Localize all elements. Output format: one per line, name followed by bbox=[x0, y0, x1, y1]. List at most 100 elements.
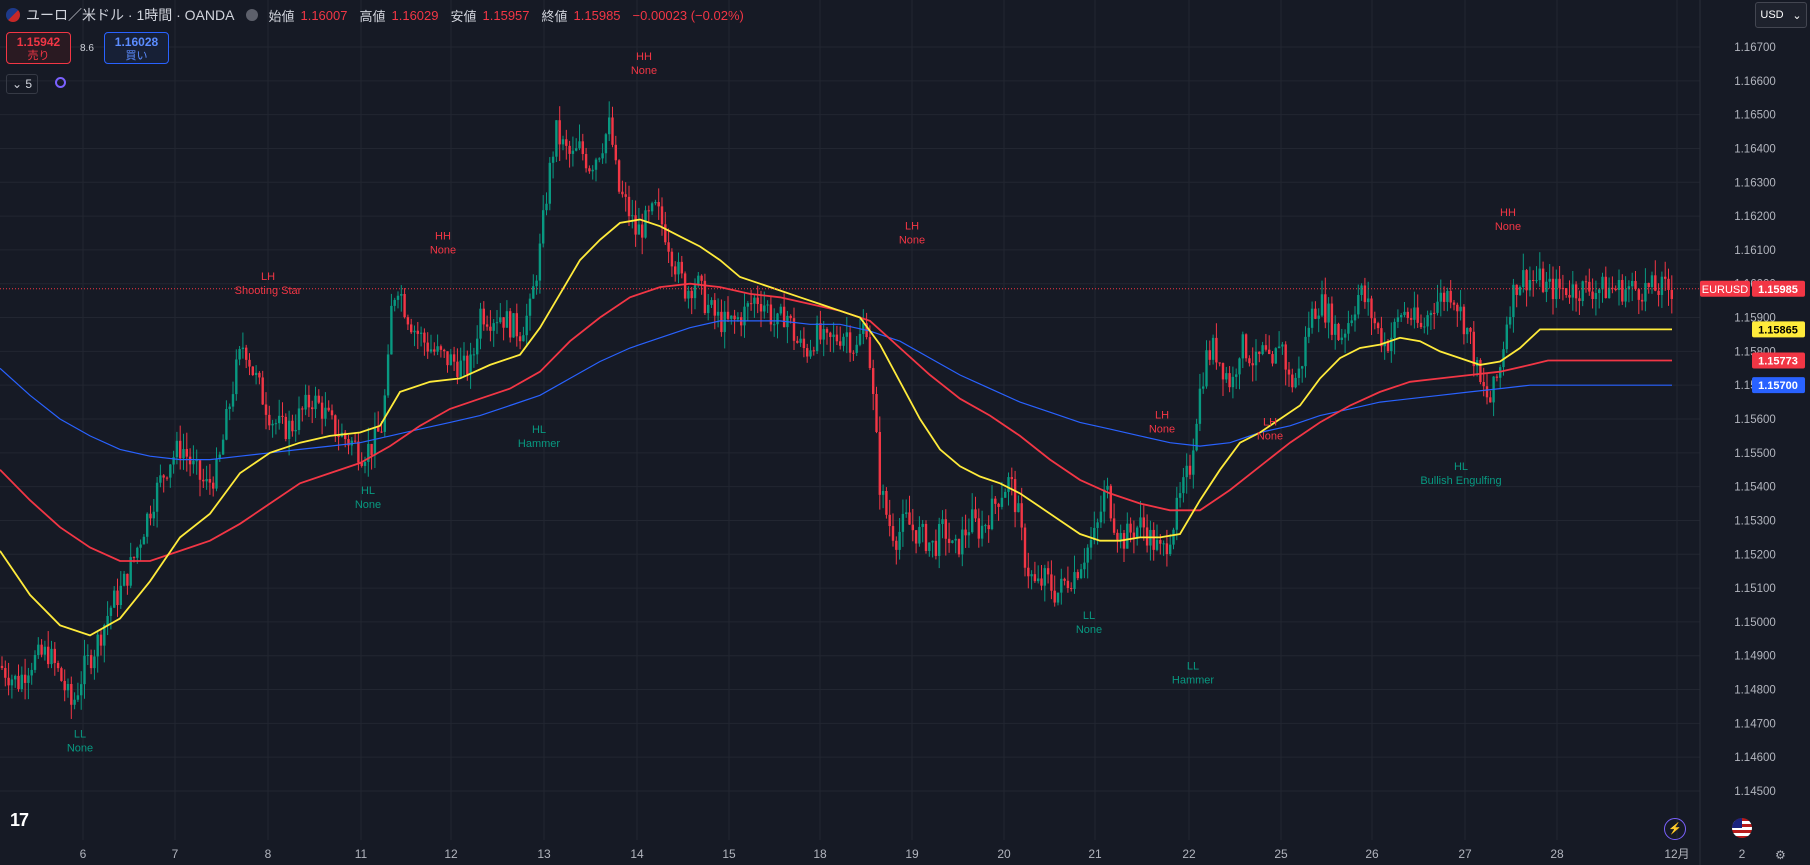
symbol-title[interactable]: ユーロ／米ドル · 1時間 · OANDA bbox=[26, 7, 235, 23]
y-tick-label: 1.16600 bbox=[1734, 76, 1776, 88]
candle-body bbox=[1215, 337, 1218, 363]
ma-fast-line bbox=[0, 218, 1672, 637]
candle-body bbox=[344, 432, 347, 440]
candle-body bbox=[136, 547, 139, 558]
x-tick-label: 8 bbox=[265, 847, 272, 861]
candle-body bbox=[489, 326, 492, 331]
candle-body bbox=[169, 464, 172, 478]
candle-body bbox=[1106, 485, 1109, 490]
y-tick-label: 1.15500 bbox=[1734, 448, 1776, 460]
candle-body bbox=[1386, 341, 1390, 351]
candle-body bbox=[558, 120, 561, 145]
candle-body bbox=[690, 290, 693, 299]
candle-body bbox=[1030, 574, 1033, 577]
candle-body bbox=[611, 117, 614, 145]
candle-body bbox=[235, 359, 238, 395]
candle-body bbox=[1459, 306, 1462, 312]
candle-body bbox=[858, 333, 862, 345]
buy-button[interactable]: 1.16028 買い bbox=[104, 32, 169, 64]
candle-body bbox=[119, 585, 122, 606]
x-tick-label: 15 bbox=[722, 847, 736, 861]
candle-body bbox=[1555, 278, 1558, 300]
candle-body bbox=[862, 323, 865, 334]
candle-body bbox=[1353, 314, 1357, 321]
candle-body bbox=[809, 350, 812, 357]
gear-icon[interactable]: ⚙ bbox=[1775, 848, 1786, 862]
candle-body bbox=[756, 297, 759, 305]
candle-body bbox=[1396, 317, 1400, 322]
swing-label-type: LH bbox=[261, 271, 275, 283]
candle-body bbox=[1588, 281, 1591, 292]
candle-body bbox=[380, 431, 383, 433]
candle-body bbox=[1198, 388, 1202, 424]
candle-body bbox=[1561, 287, 1565, 289]
market-status-icon[interactable] bbox=[246, 9, 259, 21]
candle-body bbox=[334, 415, 337, 437]
candle-body bbox=[924, 523, 928, 551]
candle-body bbox=[1320, 294, 1324, 316]
candle-body bbox=[1228, 373, 1231, 388]
low-label: 安値 bbox=[450, 8, 477, 24]
candle-body bbox=[212, 482, 215, 489]
candle-body bbox=[1426, 315, 1429, 327]
candle-body bbox=[1086, 547, 1089, 563]
lightning-icon[interactable]: ⚡ bbox=[1664, 818, 1686, 840]
candle-body bbox=[1462, 306, 1466, 335]
tradingview-logo-icon[interactable]: 17 bbox=[10, 810, 29, 830]
candle-body bbox=[885, 490, 888, 515]
candle-body bbox=[1056, 592, 1060, 603]
candle-body bbox=[377, 426, 380, 432]
candle-body bbox=[337, 436, 340, 438]
candle-body bbox=[1403, 311, 1406, 316]
candle-body bbox=[1027, 567, 1030, 577]
candle-body bbox=[571, 150, 575, 154]
candle-body bbox=[1515, 284, 1518, 295]
currency-select[interactable]: USD ⌄ bbox=[1755, 2, 1807, 28]
candle-body bbox=[1637, 289, 1640, 300]
candle-body bbox=[1248, 358, 1251, 364]
candle-body bbox=[1103, 489, 1106, 512]
candle-body bbox=[634, 215, 637, 235]
candle-body bbox=[977, 518, 980, 539]
us-flag-icon[interactable] bbox=[1732, 818, 1752, 838]
x-tick-label: 6 bbox=[80, 847, 87, 861]
candle-body bbox=[1574, 284, 1578, 299]
candle-body bbox=[241, 347, 245, 350]
swing-label-type: HH bbox=[435, 230, 451, 242]
sell-button[interactable]: 1.15942 売り bbox=[6, 32, 71, 64]
x-tick-label: 11 bbox=[355, 847, 368, 861]
candle-body bbox=[360, 462, 363, 466]
candle-body bbox=[667, 242, 670, 252]
candle-body bbox=[1343, 333, 1347, 338]
indicators-toggle-button[interactable]: ⌄ 5 bbox=[6, 74, 38, 94]
candle-body bbox=[964, 529, 967, 536]
candle-body bbox=[1116, 532, 1119, 540]
x-tick-label: 20 bbox=[997, 847, 1011, 861]
candle-body bbox=[1264, 345, 1268, 350]
candle-body bbox=[1442, 292, 1446, 302]
candle-body bbox=[568, 145, 571, 154]
price-badge-value: 1.15985 bbox=[1758, 284, 1798, 296]
price-axis-panel[interactable] bbox=[1700, 0, 1810, 865]
candle-body bbox=[1096, 522, 1099, 528]
candle-body bbox=[1667, 278, 1670, 290]
candle-body bbox=[248, 359, 251, 367]
swing-label-pattern: None bbox=[430, 244, 456, 256]
candle-body bbox=[1079, 569, 1083, 579]
time-axis-panel[interactable] bbox=[0, 840, 1700, 865]
candle-body bbox=[848, 332, 852, 353]
candle-body bbox=[575, 148, 578, 151]
candle-body bbox=[472, 354, 476, 356]
close-label: 終値 bbox=[541, 8, 568, 24]
candle-body bbox=[301, 408, 304, 410]
candle-body bbox=[1644, 282, 1647, 302]
candle-body bbox=[258, 372, 261, 378]
candle-body bbox=[509, 311, 512, 338]
sync-icon[interactable] bbox=[55, 77, 66, 88]
candle-body bbox=[670, 251, 674, 267]
candle-body bbox=[462, 355, 466, 361]
candle-body bbox=[23, 674, 27, 683]
candle-body bbox=[1357, 295, 1360, 315]
